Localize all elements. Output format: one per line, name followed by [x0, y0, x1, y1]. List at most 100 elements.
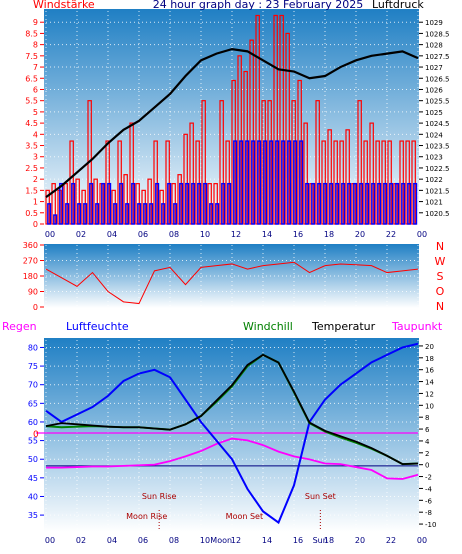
hour-label: 22: [386, 536, 396, 545]
humidity-tick-label: 60: [28, 418, 38, 427]
dewpoint-line: [46, 437, 419, 480]
hour-label: 12: [231, 536, 241, 545]
avg-wind-bar: [329, 182, 334, 225]
avg-wind-bar: [215, 203, 220, 225]
hour-label: 16: [293, 230, 303, 239]
annotation-label: Moon Rise: [126, 512, 167, 521]
avg-wind-bar: [155, 182, 160, 225]
wind-tick-label: 4: [33, 130, 38, 139]
pressure-tick-label: 1026.5: [425, 75, 450, 83]
wind-tick-label: 7: [33, 63, 38, 72]
wind-tick-label: 1.5: [25, 186, 38, 195]
hour-label: 06: [138, 536, 148, 545]
avg-wind-bar: [113, 203, 118, 225]
humidity-line: [45, 342, 419, 525]
pressure-tick-label: 1020.5: [425, 210, 450, 218]
avg-wind-bar: [95, 203, 100, 225]
direction-tick-label: 90: [28, 288, 38, 297]
hour-label: 02: [76, 230, 86, 239]
temperature-line: [45, 353, 419, 466]
moon-overlap-label: Moon: [210, 536, 232, 545]
wind-tick-label: 0.5: [25, 209, 38, 218]
avg-wind-bar: [65, 203, 70, 225]
hour-label: 00: [417, 536, 427, 545]
pressure-tick-label: 1024.5: [425, 120, 450, 128]
avg-wind-bar: [59, 182, 64, 225]
humidity-tick-label: 50: [28, 455, 38, 464]
temperature-tick-label: 10: [425, 402, 434, 410]
wind-tick-label: 4.5: [25, 119, 38, 128]
wind-tick-label: 5.5: [25, 97, 38, 106]
hour-label: 04: [107, 536, 117, 545]
hour-label: 20: [355, 230, 365, 239]
avg-wind-bar: [299, 140, 304, 225]
hour-label: 20: [355, 536, 365, 545]
avg-wind-bar: [323, 182, 328, 225]
avg-wind-bar: [353, 182, 358, 225]
humidity-axis-ticks: 35 40 45 50 55 60 65 70 75 80: [28, 343, 44, 520]
avg-wind-bar: [191, 182, 196, 225]
astro-annotations: Sun Rise Moon Rise Moon Set Sun Set: [126, 492, 336, 530]
avg-wind-bar: [161, 203, 166, 225]
avg-wind-bar: [137, 203, 142, 225]
avg-wind-bar: [239, 140, 244, 225]
direction-axis-ticks: 0 90 180 270 360: [23, 241, 44, 312]
wind-tick-label: 7.5: [25, 52, 38, 61]
panel3-hour-labels: 00 02 04 06 08 10 12 14 16 18 20 22 00 Moon Sun: [45, 536, 427, 545]
pressure-tick-label: 1025: [425, 109, 443, 117]
humidity-tick-label: 35: [28, 511, 38, 520]
wind-tick-label: 2: [33, 175, 38, 184]
pressure-tick-label: 1027.5: [425, 53, 450, 61]
pressure-tick-label: 1029: [425, 19, 443, 27]
pressure-tick-label: 1028: [425, 42, 443, 50]
wind-axis-ticks: 0 0.5 1 1.5 2 2.5 3 3.5 4 4.5 5 5.5 6 6.5 7 7.5 8 8.5 9: [25, 18, 44, 229]
wind-direction-line: [45, 261, 419, 305]
humidity-tick-label: 45: [28, 474, 38, 483]
hour-label: 00: [45, 536, 55, 545]
temperature-tick-label: 8: [425, 414, 429, 422]
compass-label: S: [437, 270, 444, 283]
hour-label: 16: [293, 536, 303, 545]
humidity-tick-label: 80: [28, 343, 38, 352]
temperature-label: Temperatur: [311, 320, 376, 333]
temperature-tick-label: 4: [425, 438, 430, 446]
hour-label: 18: [324, 230, 334, 239]
avg-wind-bar: [401, 182, 406, 225]
pressure-tick-label: 1021: [425, 199, 443, 207]
temperature-axis-ticks: -10 -8 -6 -4 -2 0 2 4 6 8 10 12 14 16 18 20: [419, 343, 436, 529]
avg-wind-bar: [311, 182, 316, 225]
wind-tick-label: 1: [33, 198, 38, 207]
temperature-tick-label: 6: [425, 426, 430, 434]
pressure-tick-label: 1022: [425, 176, 443, 184]
direction-tick-label: 180: [23, 272, 38, 281]
hour-label: 10: [200, 536, 210, 545]
avg-wind-bar: [227, 182, 232, 225]
hour-label: 00: [417, 230, 427, 239]
avg-wind-bar: [203, 182, 208, 225]
avg-wind-bar: [269, 140, 274, 225]
humidity-label: Luftfeuchte: [66, 320, 129, 333]
wind-tick-label: 2.5: [25, 164, 38, 173]
avg-wind-bar: [281, 140, 286, 225]
avg-wind-bar: [263, 140, 268, 225]
windchill-label: Windchill: [243, 320, 293, 333]
sun-overlap-label: Sun: [313, 536, 328, 545]
wind-tick-label: 8: [33, 41, 38, 50]
pressure-tick-label: 1026: [425, 86, 443, 94]
wind-tick-label: 3.5: [25, 142, 38, 151]
wind-tick-label: 6: [33, 85, 38, 94]
wind-tick-label: 6.5: [25, 74, 38, 83]
pressure-tick-label: 1023.5: [425, 143, 450, 151]
pressure-tick-label: 1024: [425, 131, 443, 139]
avg-wind-bar: [125, 203, 130, 225]
avg-wind-bar: [245, 140, 250, 225]
temperature-tick-label: -4: [425, 485, 433, 493]
avg-wind-bar: [407, 182, 412, 225]
wind-tick-label: 5: [33, 108, 38, 117]
humidity-tick-label: 55: [28, 437, 38, 446]
avg-wind-bar: [149, 203, 154, 225]
panel1-hour-labels: 00 02 04 06 08 10 12 14 16 18 20 22 00: [45, 230, 427, 239]
avg-wind-bar: [317, 182, 322, 225]
avg-wind-bar: [341, 182, 346, 225]
